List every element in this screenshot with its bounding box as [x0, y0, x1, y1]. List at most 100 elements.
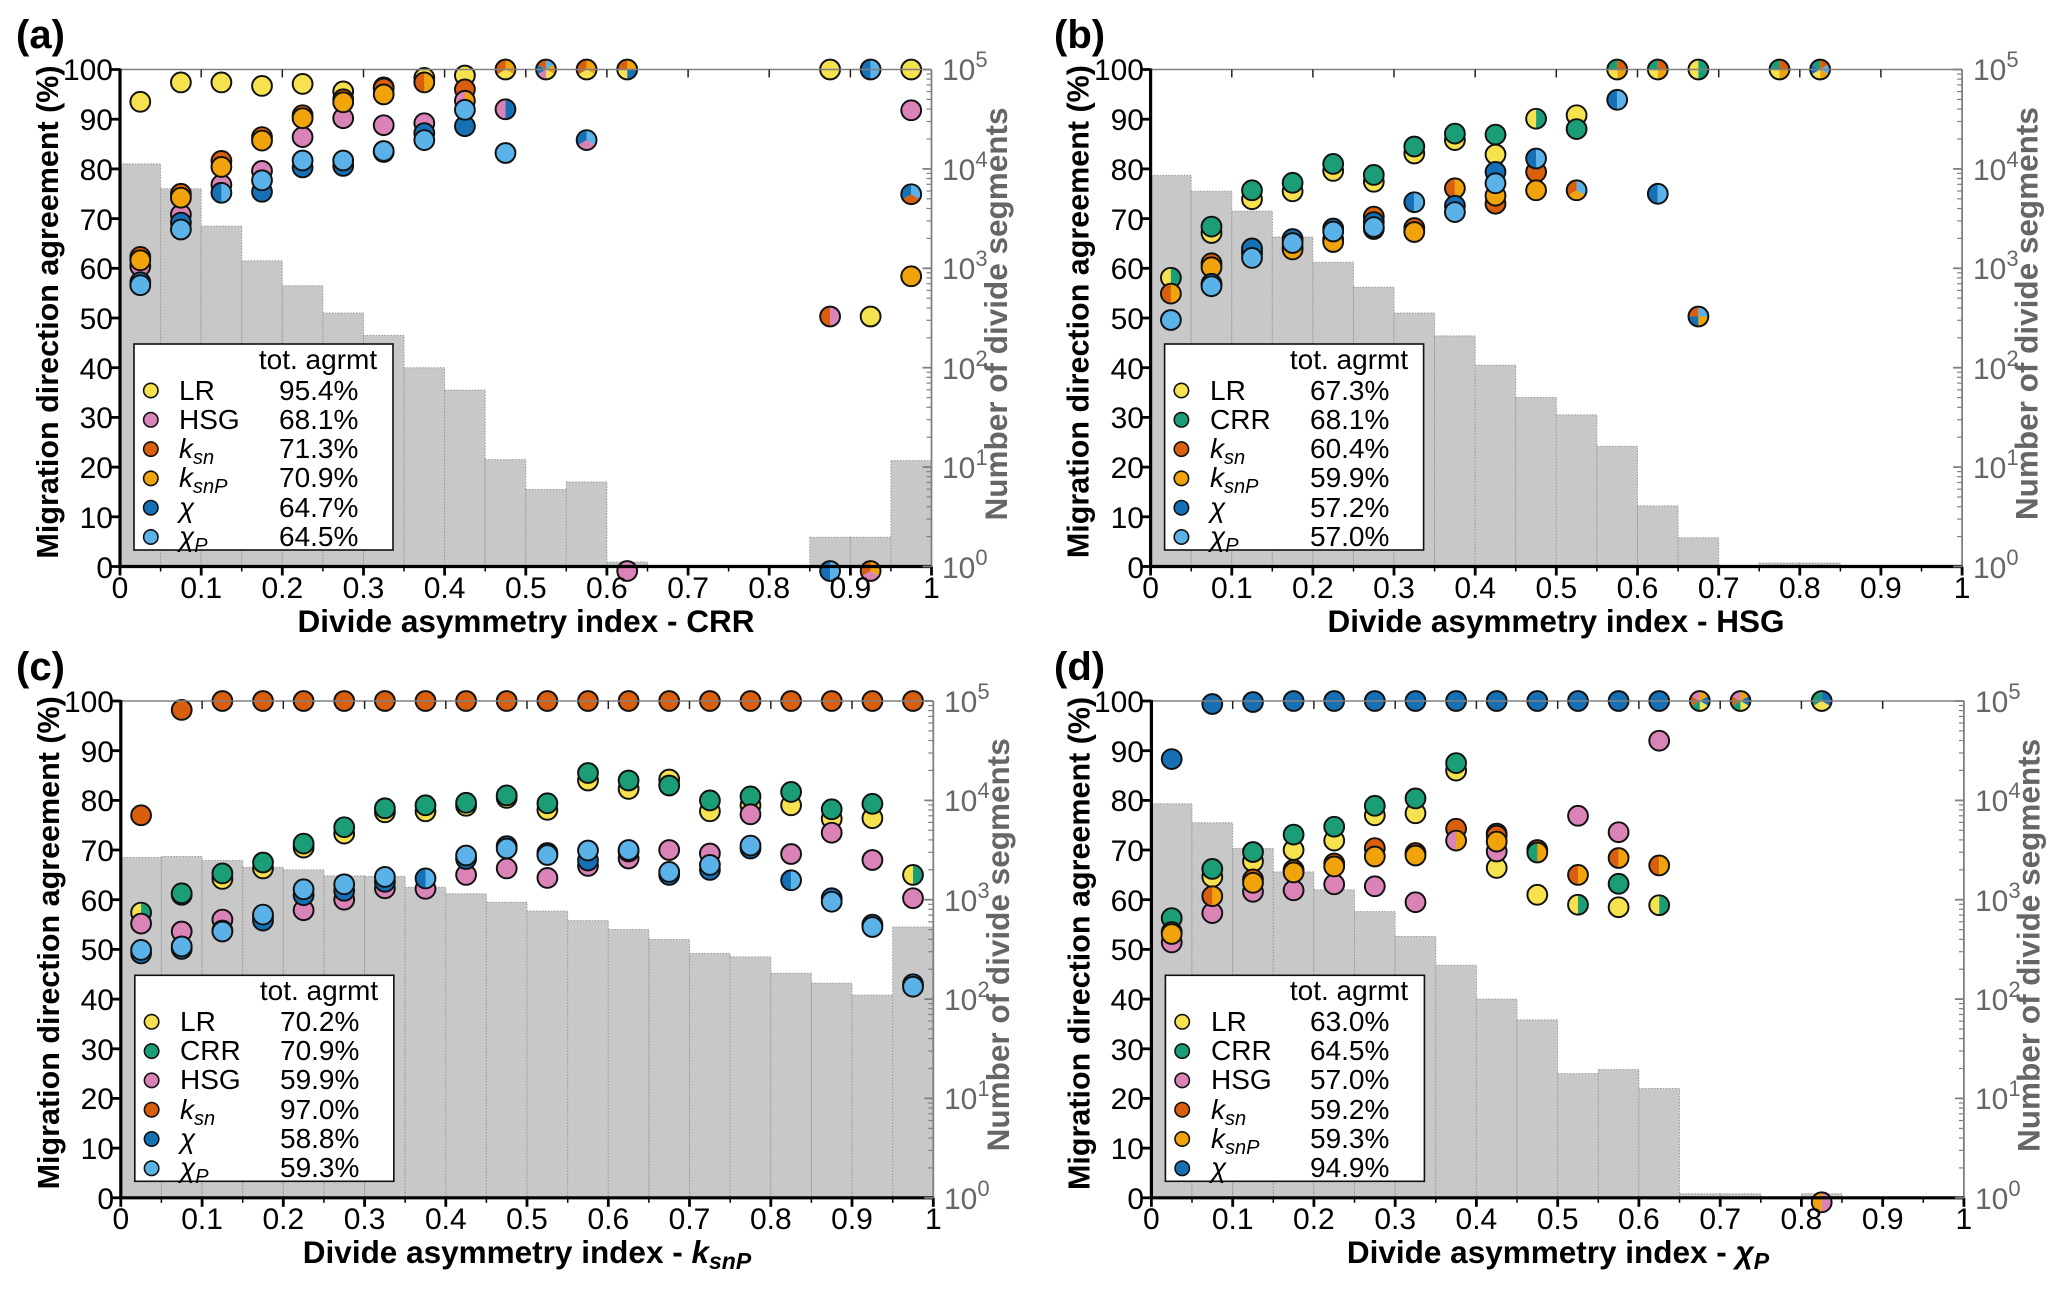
svg-text:0.2: 0.2: [1292, 572, 1334, 605]
svg-text:0.1: 0.1: [1211, 572, 1253, 605]
svg-text:0.1: 0.1: [1212, 1203, 1254, 1236]
svg-text:1: 1: [925, 1203, 942, 1236]
svg-text:Migration direction agreement: Migration direction agreement (%): [32, 696, 66, 1189]
svg-text:59.9%: 59.9%: [280, 1064, 359, 1095]
svg-text:tot. agrmt: tot. agrmt: [259, 344, 377, 375]
svg-text:70.2%: 70.2%: [280, 1006, 359, 1037]
svg-text:CRR: CRR: [180, 1035, 241, 1066]
svg-text:0.6: 0.6: [587, 1203, 629, 1236]
svg-text:CRR: CRR: [1210, 404, 1271, 435]
svg-text:10: 10: [1111, 1133, 1144, 1166]
svg-text:0.1: 0.1: [180, 572, 222, 605]
svg-text:57.0%: 57.0%: [1310, 521, 1389, 552]
svg-text:68.1%: 68.1%: [1310, 404, 1389, 435]
svg-text:40: 40: [81, 984, 114, 1017]
svg-text:(c): (c): [16, 645, 65, 689]
svg-text:70.9%: 70.9%: [279, 462, 358, 493]
svg-text:0.2: 0.2: [262, 1203, 304, 1236]
svg-text:ksn: ksn: [180, 1094, 215, 1130]
svg-text:0.6: 0.6: [1618, 1203, 1660, 1236]
svg-text:0.5: 0.5: [506, 1203, 548, 1236]
svg-text:0: 0: [112, 572, 129, 605]
svg-text:80: 80: [81, 785, 114, 818]
svg-text:97.0%: 97.0%: [280, 1094, 359, 1125]
svg-text:0.9: 0.9: [830, 572, 872, 605]
svg-text:30: 30: [81, 1034, 114, 1067]
svg-text:105: 105: [1975, 679, 2021, 719]
svg-text:40: 40: [80, 353, 113, 386]
svg-text:100: 100: [63, 54, 113, 87]
svg-text:Number of divide segments: Number of divide segments: [980, 738, 1016, 1151]
svg-text:ksnP: ksnP: [1210, 462, 1259, 498]
svg-text:90: 90: [80, 104, 113, 137]
svg-text:ksn: ksn: [1211, 1094, 1246, 1130]
svg-text:0.5: 0.5: [1537, 1203, 1579, 1236]
svg-text:100: 100: [1094, 54, 1144, 87]
svg-text:40: 40: [1111, 353, 1144, 386]
svg-text:57.0%: 57.0%: [1310, 1064, 1389, 1095]
svg-text:50: 50: [80, 303, 113, 336]
svg-text:0.3: 0.3: [344, 1203, 386, 1236]
svg-text:0.9: 0.9: [1862, 1203, 1904, 1236]
svg-text:0: 0: [1127, 552, 1144, 585]
svg-text:χ: χ: [176, 492, 195, 523]
svg-text:0.1: 0.1: [181, 1203, 223, 1236]
svg-text:100: 100: [1973, 545, 2019, 585]
svg-text:0.5: 0.5: [505, 572, 547, 605]
svg-text:0.4: 0.4: [1456, 1203, 1498, 1236]
svg-text:tot. agrmt: tot. agrmt: [1290, 975, 1408, 1006]
svg-text:71.3%: 71.3%: [279, 433, 358, 464]
svg-text:59.3%: 59.3%: [1310, 1123, 1389, 1154]
svg-text:59.9%: 59.9%: [1310, 462, 1389, 493]
svg-text:30: 30: [1111, 1034, 1144, 1067]
svg-text:80: 80: [80, 154, 113, 187]
svg-text:20: 20: [81, 1083, 114, 1116]
svg-text:20: 20: [1111, 1083, 1144, 1116]
svg-text:χP: χP: [1207, 521, 1239, 557]
svg-text:χ: χ: [1207, 492, 1226, 523]
svg-text:30: 30: [1111, 402, 1144, 435]
svg-text:(d): (d): [1054, 645, 1105, 689]
svg-text:0: 0: [97, 1183, 114, 1216]
svg-text:ksnP: ksnP: [1211, 1123, 1260, 1159]
svg-text:0.8: 0.8: [1781, 1203, 1823, 1236]
svg-text:Divide asymmetry index - HSG: Divide asymmetry index - HSG: [1328, 603, 1785, 639]
svg-text:0: 0: [96, 552, 113, 585]
svg-text:50: 50: [1111, 934, 1144, 967]
svg-text:0.7: 0.7: [667, 572, 709, 605]
svg-text:1: 1: [1954, 572, 1971, 605]
svg-text:67.3%: 67.3%: [1310, 375, 1389, 406]
svg-text:0.3: 0.3: [343, 572, 385, 605]
svg-text:0.8: 0.8: [1779, 572, 1821, 605]
svg-text:0.8: 0.8: [748, 572, 790, 605]
svg-text:tot. agrmt: tot. agrmt: [1290, 344, 1408, 375]
svg-text:10: 10: [80, 502, 113, 535]
svg-text:90: 90: [1111, 104, 1144, 137]
svg-text:90: 90: [1111, 736, 1144, 769]
svg-text:59.2%: 59.2%: [1310, 1094, 1389, 1125]
svg-text:Number of divide segments: Number of divide segments: [978, 107, 1014, 520]
svg-text:0.5: 0.5: [1535, 572, 1577, 605]
svg-text:10: 10: [1111, 502, 1144, 535]
svg-text:64.5%: 64.5%: [1310, 1035, 1389, 1066]
svg-text:0.7: 0.7: [1699, 1203, 1741, 1236]
svg-text:0: 0: [112, 1203, 129, 1236]
svg-text:Divide asymmetry index - ksnP: Divide asymmetry index - ksnP: [303, 1234, 752, 1274]
svg-text:102: 102: [1973, 346, 2019, 386]
svg-text:LR: LR: [179, 375, 215, 406]
svg-text:70: 70: [80, 204, 113, 237]
svg-text:0.6: 0.6: [586, 572, 628, 605]
svg-text:70: 70: [81, 835, 114, 868]
svg-text:0.8: 0.8: [750, 1203, 792, 1236]
svg-text:1: 1: [1956, 1203, 1973, 1236]
svg-text:(a): (a): [16, 13, 65, 57]
svg-text:ksn: ksn: [1210, 433, 1245, 469]
svg-text:ksnP: ksnP: [179, 462, 228, 498]
svg-text:Divide asymmetry index - χP: Divide asymmetry index - χP: [1347, 1234, 1770, 1274]
svg-text:70: 70: [1111, 835, 1144, 868]
svg-text:94.9%: 94.9%: [1310, 1152, 1389, 1183]
svg-text:Migration direction agreement: Migration direction agreement (%): [31, 65, 65, 558]
svg-text:0.3: 0.3: [1374, 1203, 1416, 1236]
svg-text:50: 50: [1111, 303, 1144, 336]
svg-text:10: 10: [81, 1133, 114, 1166]
